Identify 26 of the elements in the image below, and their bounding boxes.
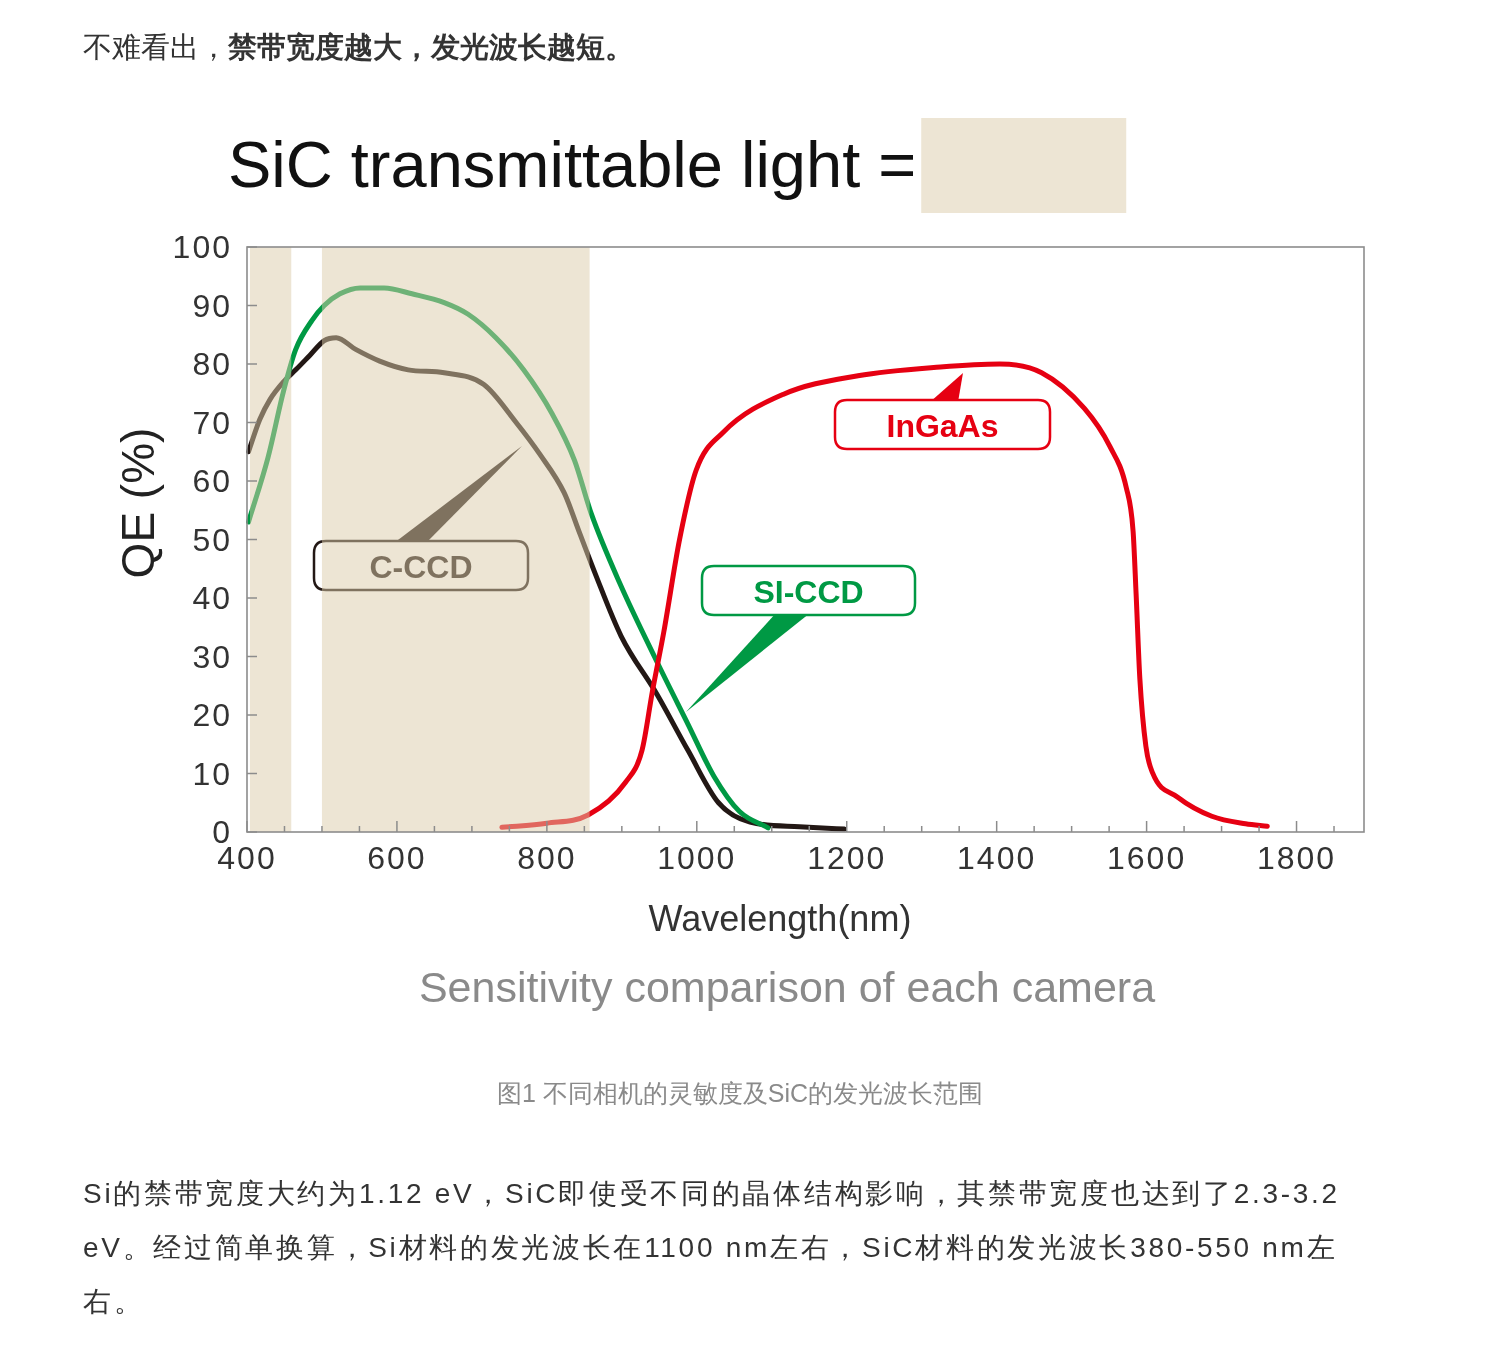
y-tick-label: 90 bbox=[192, 287, 232, 324]
x-tick-label: 1400 bbox=[957, 840, 1037, 876]
x-axis-title: Wavelength(nm) bbox=[648, 897, 912, 939]
x-tick-label: 1800 bbox=[1256, 840, 1337, 876]
x-tick-label: 1000 bbox=[657, 840, 737, 876]
y-tick-label: 40 bbox=[192, 580, 232, 616]
y-tick-label: 10 bbox=[192, 755, 232, 792]
y-tick-label: 80 bbox=[192, 346, 232, 382]
y-tick-label: 30 bbox=[192, 638, 232, 675]
y-axis-title: QE (%) bbox=[112, 427, 164, 579]
legend-label: SiC transmittable light = bbox=[228, 128, 917, 201]
text: Sensitivity comparison of each camera bbox=[418, 963, 1156, 1011]
text: 不难看出， bbox=[83, 31, 228, 63]
x-tick-label: 600 bbox=[367, 840, 427, 876]
caption: 图1 不同相机的灵敏度及SiC的发光波长范围 bbox=[495, 1078, 985, 1109]
x-tick-label: 800 bbox=[517, 840, 577, 876]
text: 禁带宽度越大，发光波长越短。 bbox=[228, 31, 634, 63]
y-tick-label: 50 bbox=[192, 521, 232, 558]
legend: SiC transmittable light = bbox=[228, 118, 1127, 213]
text: Si的禁带宽度大约为1.12 eV，SiC即使受不同的晶体结构影响，其禁带宽度也达到了2.3-3.2 eV。经过简单换算，Si材料的发光波长在1100 nm左右，SiC材料的发光波长380-550 nm左右。 bbox=[83, 1177, 1341, 1319]
y-tick-label: 60 bbox=[192, 463, 232, 499]
x-tick-label: 1200 bbox=[807, 840, 887, 876]
y-tick-label: 70 bbox=[192, 404, 232, 441]
x-tick-label: 1600 bbox=[1107, 840, 1187, 876]
y-tick-label: 100 bbox=[172, 229, 232, 265]
y-tick-label: 20 bbox=[192, 697, 232, 733]
